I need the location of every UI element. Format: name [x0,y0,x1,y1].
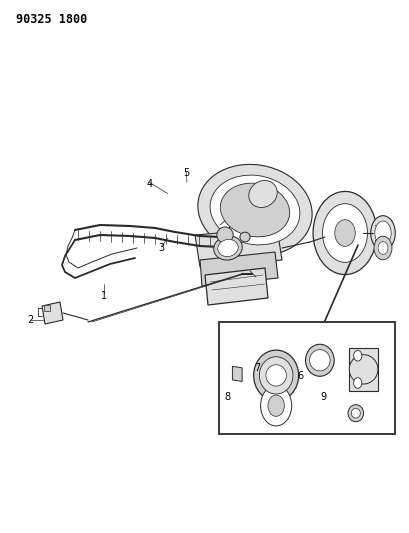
Text: 2: 2 [27,315,34,325]
Ellipse shape [348,405,364,422]
Bar [219,322,395,434]
Text: 4: 4 [146,179,152,189]
Polygon shape [195,228,282,267]
Circle shape [354,378,362,389]
Text: 1: 1 [101,291,107,301]
Ellipse shape [198,164,312,256]
Ellipse shape [349,354,378,384]
Circle shape [374,236,392,260]
Polygon shape [42,302,63,324]
Circle shape [268,395,284,416]
Ellipse shape [306,344,334,376]
Ellipse shape [351,408,360,418]
Circle shape [335,220,355,246]
Text: 6: 6 [298,371,303,381]
Ellipse shape [375,221,391,245]
Circle shape [261,385,292,426]
Ellipse shape [210,175,300,245]
Circle shape [323,204,368,262]
Polygon shape [232,366,242,382]
Circle shape [354,350,362,361]
Bar [44,304,50,311]
Polygon shape [349,348,378,391]
Text: 3: 3 [159,243,164,253]
Ellipse shape [217,227,233,243]
Text: 5: 5 [183,168,189,178]
Circle shape [378,241,388,254]
Polygon shape [200,252,278,286]
Polygon shape [205,268,268,305]
Ellipse shape [310,350,330,371]
Ellipse shape [218,239,238,256]
Ellipse shape [371,216,395,251]
Ellipse shape [214,236,242,260]
Text: 7: 7 [254,363,261,373]
Ellipse shape [254,350,299,401]
Ellipse shape [240,232,250,242]
Ellipse shape [266,365,286,386]
Ellipse shape [249,181,277,207]
Text: 8: 8 [224,392,230,402]
Circle shape [313,191,377,274]
Ellipse shape [220,183,290,237]
Text: 9: 9 [320,392,326,402]
Text: 90325 1800: 90325 1800 [16,13,88,26]
Ellipse shape [259,357,293,394]
